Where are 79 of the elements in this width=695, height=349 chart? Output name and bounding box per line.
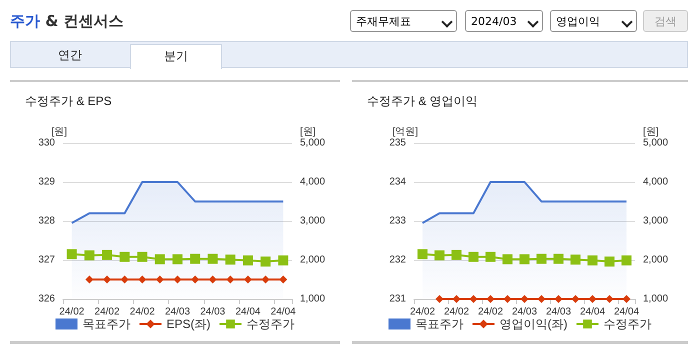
text: 검색 bbox=[643, 10, 688, 32]
x-tick-label: 24/02 bbox=[59, 306, 85, 318]
point bbox=[588, 255, 598, 266]
y-tick-label: 326 bbox=[38, 294, 56, 304]
x-tick-label: 24/02 bbox=[410, 306, 436, 318]
y2-tick-label: 3,000 bbox=[643, 216, 668, 226]
text: 주가 & 컨센서스 bbox=[10, 12, 124, 31]
point bbox=[137, 252, 148, 262]
text: 분기 bbox=[130, 44, 222, 69]
y-tick-label: 330 bbox=[38, 138, 56, 148]
chart-title: 수정주가 & 영업이익 bbox=[367, 94, 478, 108]
point bbox=[242, 255, 253, 266]
point bbox=[172, 254, 182, 264]
x-tick-label: 24/03 bbox=[512, 306, 538, 318]
legend-label: 목표주가 bbox=[416, 317, 464, 331]
y2-tick-label: 2,000 bbox=[643, 254, 668, 266]
point bbox=[570, 254, 580, 265]
y2-tick-label: 4,000 bbox=[643, 176, 668, 188]
point bbox=[208, 254, 218, 264]
point bbox=[418, 249, 428, 260]
point bbox=[434, 250, 444, 260]
point bbox=[66, 249, 77, 260]
point bbox=[520, 254, 530, 264]
y-tick-label: 233 bbox=[389, 216, 406, 226]
text: 연간 bbox=[57, 47, 83, 64]
point bbox=[190, 254, 200, 264]
point bbox=[536, 254, 546, 264]
x-tick-label: 24/02 bbox=[478, 306, 504, 318]
text: 영업이익 bbox=[550, 10, 637, 32]
y-tick-label: 329 bbox=[38, 176, 56, 188]
legend-label: EPS(좌) bbox=[166, 317, 211, 331]
y2-axis-title: [원] bbox=[300, 126, 316, 138]
point bbox=[84, 250, 94, 260]
point bbox=[120, 252, 130, 262]
point bbox=[260, 256, 271, 267]
x-tick-label: 24/04 bbox=[235, 306, 261, 318]
y-axis-title: [억원] bbox=[392, 126, 418, 138]
y2-tick-label: 4,000 bbox=[300, 176, 326, 188]
y-tick-label: 231 bbox=[389, 294, 406, 304]
point bbox=[102, 250, 112, 260]
point bbox=[486, 252, 496, 262]
y2-axis-title: [원] bbox=[643, 126, 659, 138]
x-tick-label: 24/04 bbox=[580, 306, 606, 318]
x-tick-label: 24/02 bbox=[130, 306, 156, 318]
x-tick-label: 24/04 bbox=[270, 306, 296, 318]
legend-label: 수정주가 bbox=[603, 317, 652, 331]
y-tick-label: 327 bbox=[38, 254, 56, 266]
point bbox=[554, 254, 564, 264]
chart-title: 수정주가 & EPS bbox=[25, 94, 112, 108]
y-axis-title: [원] bbox=[51, 126, 68, 138]
point bbox=[502, 254, 512, 264]
point bbox=[452, 250, 462, 260]
legend-label: 수정주가 bbox=[246, 317, 294, 331]
y-tick-label: 234 bbox=[389, 176, 406, 188]
y2-tick-label: 2,000 bbox=[300, 254, 326, 266]
point bbox=[278, 255, 288, 266]
point bbox=[154, 254, 165, 264]
text: 2024/03 bbox=[465, 10, 543, 32]
y2-tick-label: 3,000 bbox=[300, 216, 326, 226]
y-tick-label: 328 bbox=[38, 216, 56, 226]
legend-label: 영업이익(좌) bbox=[500, 317, 568, 331]
x-tick-label: 24/04 bbox=[614, 306, 640, 318]
point bbox=[622, 255, 632, 266]
y-tick-label: 232 bbox=[389, 254, 406, 266]
x-tick-label: 24/02 bbox=[94, 306, 120, 318]
y2-tick-label: 1,000 bbox=[300, 294, 326, 304]
point bbox=[225, 254, 236, 265]
legend-label: 목표주가 bbox=[82, 317, 130, 331]
y2-tick-label: 1,000 bbox=[643, 294, 668, 304]
x-tick-label: 24/02 bbox=[444, 306, 470, 318]
x-tick-label: 24/03 bbox=[164, 306, 190, 318]
y-tick-label: 235 bbox=[389, 138, 406, 148]
x-tick-label: 24/03 bbox=[546, 306, 572, 318]
point bbox=[604, 256, 614, 267]
text: 주재무제표 bbox=[350, 10, 457, 32]
x-tick-label: 24/03 bbox=[200, 306, 226, 318]
y2-tick-label: 5,000 bbox=[643, 138, 668, 148]
y2-tick-label: 5,000 bbox=[300, 138, 326, 148]
point bbox=[468, 252, 478, 262]
